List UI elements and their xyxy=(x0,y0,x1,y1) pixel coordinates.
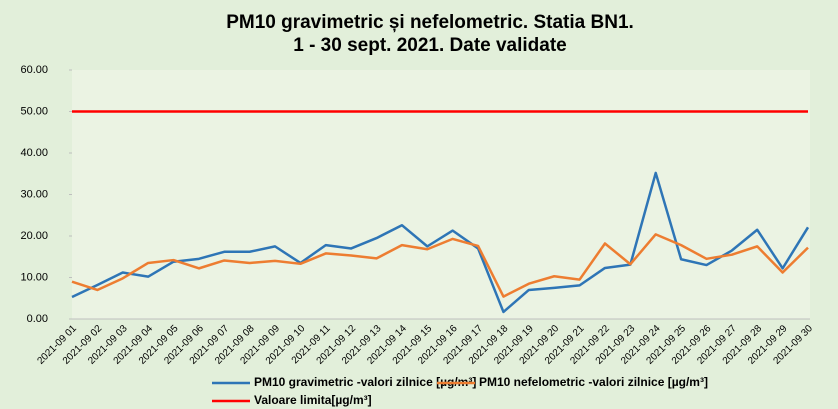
y-tick-label: 20.00 xyxy=(20,230,48,242)
chart-title: PM10 gravimetric și nefelometric. Statia… xyxy=(226,12,634,33)
series-line xyxy=(71,171,810,314)
series-line xyxy=(71,233,809,298)
y-tick-label: 30.00 xyxy=(20,188,48,200)
y-tick-label: 50.00 xyxy=(20,105,48,117)
legend-label: Valoare limita[µg/m³] xyxy=(254,393,372,407)
plot-area xyxy=(72,70,810,319)
y-tick-label: 0.00 xyxy=(27,313,48,325)
y-tick-label: 10.00 xyxy=(20,271,48,283)
legend-label: PM10 gravimetric -valori zilnice [µg/m³] xyxy=(254,375,476,389)
chart-title: 1 - 30 sept. 2021. Date validate xyxy=(293,35,567,56)
y-tick-label: 40.00 xyxy=(20,147,48,159)
y-tick-label: 60.00 xyxy=(20,64,48,76)
legend-label: PM10 nefelometric -valori zilnice [µg/m³… xyxy=(479,375,708,389)
